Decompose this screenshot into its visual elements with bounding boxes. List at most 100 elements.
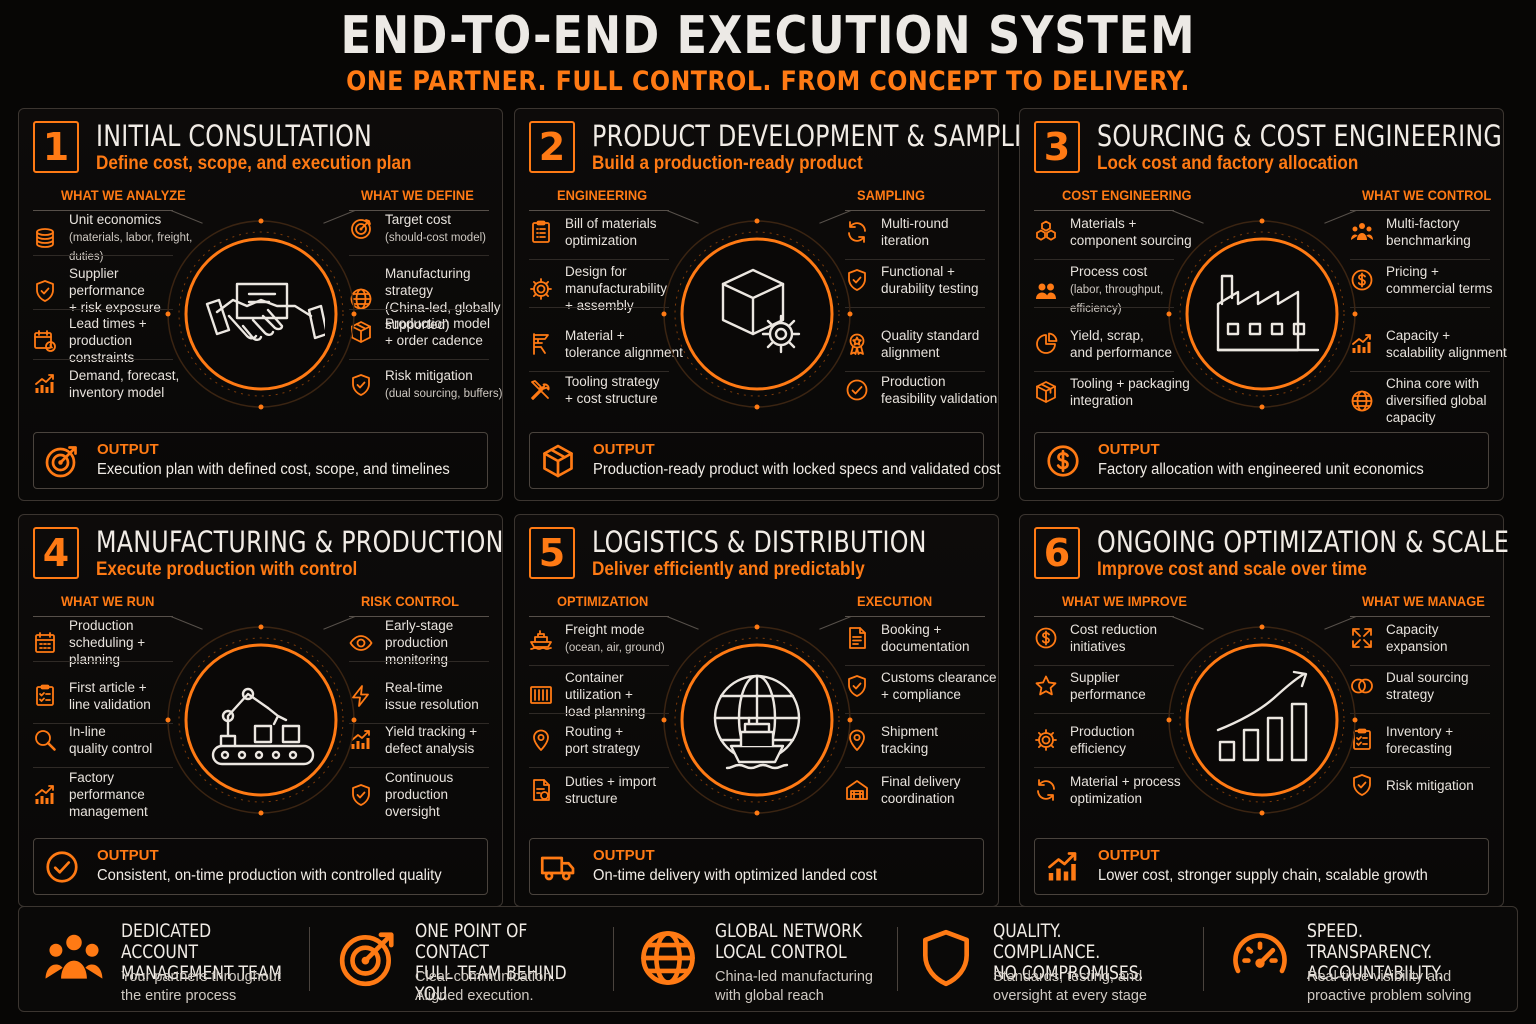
pillar-description: Your partners throughout the entire proc… xyxy=(121,969,281,1004)
right-item-capacity: Capacity + scalability alignment xyxy=(1350,327,1515,361)
rings-icon xyxy=(1350,674,1374,698)
expand-icon xyxy=(1350,626,1374,650)
output-label: OUTPUT xyxy=(593,847,655,864)
ship-icon xyxy=(529,627,553,651)
globe-icon xyxy=(349,287,373,311)
document-icon xyxy=(845,626,869,650)
right-item-multi-round: Multi-round iteration xyxy=(845,215,1010,249)
robot-arm-conveyor-icon xyxy=(211,687,315,766)
phase-subtitle: Lock cost and factory allocation xyxy=(1097,153,1359,174)
handshake-icon xyxy=(205,282,325,341)
item-label: Inventory + forecasting xyxy=(1386,724,1454,756)
divider xyxy=(349,309,489,310)
shield-check-icon xyxy=(845,674,869,698)
right-item-risk-mitigation: Risk mitigation xyxy=(1350,773,1515,797)
clipboard-list-icon xyxy=(529,220,553,244)
pillar-title: ONE POINT OF CONTACT FULL TEAM BEHIND YO… xyxy=(415,920,567,1005)
item-note: (materials, labor, freight, duties) xyxy=(69,232,193,263)
item-label: Design for manufacturability + assembly xyxy=(565,264,668,313)
divider xyxy=(349,661,489,662)
shield-icon xyxy=(915,927,977,989)
phase-number: 5 xyxy=(529,527,575,579)
box-gear-icon xyxy=(721,268,801,354)
pillar-description: Standards, testing, and oversight at eve… xyxy=(993,969,1147,1004)
divider xyxy=(529,713,669,714)
phase-number: 4 xyxy=(33,527,79,579)
divider xyxy=(845,616,985,617)
phase-panel-3: 3 SOURCING & COST ENGINEERING Lock cost an… xyxy=(1019,108,1507,501)
pillar-dedicated-account: DEDICATED ACCOUNT MANAGEMENT TEAM Your p… xyxy=(43,907,323,1013)
item-label: Production model + order cadence xyxy=(385,316,491,348)
left-item-cost-reduction: Cost reduction initiatives xyxy=(1034,621,1199,655)
left-item-tooling-packaging: Tooling + packaging integration xyxy=(1034,375,1199,409)
divider xyxy=(349,723,489,724)
coins-icon xyxy=(33,227,57,251)
item-label: Materials + component sourcing xyxy=(1070,216,1192,248)
team-icon xyxy=(43,927,105,989)
left-item-tooling-strategy: Tooling strategy + cost structure xyxy=(529,373,694,407)
right-column-heading: SAMPLING xyxy=(857,187,925,203)
phase-number: 1 xyxy=(33,121,79,173)
phase-subtitle: Execute production with control xyxy=(96,559,358,580)
right-item-multi-factory: Multi-factory benchmarking xyxy=(1350,215,1515,249)
output-text: Consistent, on-time production with cont… xyxy=(97,867,442,884)
truck-icon xyxy=(540,849,576,885)
item-label: Pricing + commercial terms xyxy=(1386,264,1493,296)
left-column-heading: WHAT WE ANALYZE xyxy=(61,187,186,203)
left-item-design-for: Design for manufacturability + assembly xyxy=(529,263,694,314)
left-item-yield-scrap: Yield, scrap, and performance xyxy=(1034,327,1199,361)
pillar-description: Real-time visibility and proactive probl… xyxy=(1307,969,1472,1004)
divider xyxy=(529,210,669,211)
divider xyxy=(33,309,173,310)
right-column-heading: RISK CONTROL xyxy=(361,593,460,609)
left-item-materials: Materials + component sourcing xyxy=(1034,215,1199,249)
item-label: Process cost xyxy=(1070,264,1148,279)
shield-check-icon xyxy=(1350,773,1374,797)
magnifier-icon xyxy=(33,728,57,752)
output-text: Execution plan with defined cost, scope,… xyxy=(97,461,450,478)
left-column-heading: ENGINEERING xyxy=(557,187,648,203)
star-icon xyxy=(1034,674,1058,698)
bar-chart-up-icon xyxy=(1045,849,1081,885)
item-label: First article + line validation xyxy=(69,680,151,712)
left-column-heading: WHAT WE RUN xyxy=(61,593,155,609)
globe-icon xyxy=(1350,389,1374,413)
item-label: Final delivery coordination xyxy=(881,774,961,806)
output-box: OUTPUT Production-ready product with loc… xyxy=(529,432,1001,489)
divider xyxy=(529,371,669,372)
phase-panel-2: 2 PRODUCT DEVELOPMENT & SAMPLING Build a p… xyxy=(514,108,1058,501)
item-label: Customs clearance + compliance xyxy=(881,670,997,702)
divider xyxy=(1350,616,1490,617)
item-note: (ocean, air, ground) xyxy=(565,642,665,654)
left-column-heading: COST ENGINEERING xyxy=(1062,187,1192,203)
pillar-title: DEDICATED ACCOUNT MANAGEMENT TEAM xyxy=(121,920,282,984)
pillar-title: QUALITY. COMPLIANCE. NO COMPROMISES. xyxy=(993,920,1144,984)
item-label: Manufacturing strategy (China-led, globa… xyxy=(385,266,501,332)
map-pin-icon xyxy=(845,728,869,752)
item-label: Lead times + production constraints xyxy=(69,316,147,365)
phase-subtitle: Deliver efficiently and predictably xyxy=(592,559,865,580)
phase-subtitle: Define cost, scope, and execution plan xyxy=(96,153,412,174)
right-item-target-cost: Target cost (should-cost model) xyxy=(349,211,514,247)
divider xyxy=(309,927,310,991)
phase-panel-5: 5 LOGISTICS & DISTRIBUTION Deliver efficie… xyxy=(514,514,999,907)
phase-number: 2 xyxy=(529,121,575,173)
item-label: Supplier performance + risk exposure xyxy=(69,266,161,315)
pillar-speed-transparency: SPEED. TRANSPARENCY. ACCOUNTABILITY. Rea… xyxy=(1229,907,1509,1013)
item-label: Tooling + packaging integration xyxy=(1070,376,1190,408)
phase-title: SOURCING & COST ENGINEERING xyxy=(1097,119,1503,153)
right-column-heading: WHAT WE DEFINE xyxy=(361,187,474,203)
left-item-freight-mode: Freight mode (ocean, air, ground) xyxy=(529,621,694,657)
header: END-TO-END EXECUTION SYSTEM ONE PARTNER.… xyxy=(0,8,1536,100)
right-item-production: Production feasibility validation xyxy=(845,373,1010,407)
dollar-circle-icon xyxy=(1045,443,1081,479)
item-label: Routing + port strategy xyxy=(565,724,641,756)
divider xyxy=(1350,210,1490,211)
divider xyxy=(349,616,489,617)
divider xyxy=(33,616,173,617)
phase-panel-4: 4 MANUFACTURING & PRODUCTION Execute produ… xyxy=(18,514,503,907)
divider xyxy=(1034,259,1174,260)
divider xyxy=(33,767,173,768)
gear-icon xyxy=(529,277,553,301)
item-label: In-line quality control xyxy=(69,724,153,756)
